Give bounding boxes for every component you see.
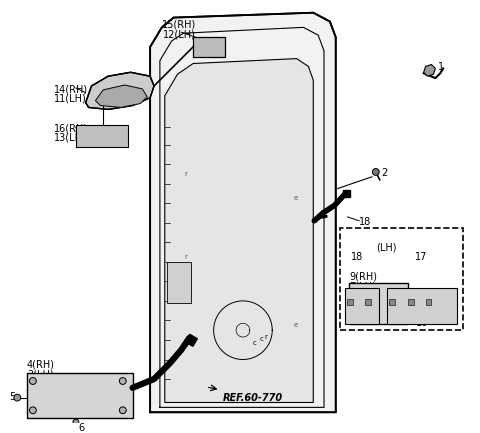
Polygon shape <box>424 65 435 76</box>
Text: c: c <box>252 340 257 346</box>
Bar <box>408 299 414 305</box>
Polygon shape <box>193 37 225 57</box>
Polygon shape <box>167 262 191 303</box>
Text: 8: 8 <box>416 290 422 300</box>
Circle shape <box>120 378 126 385</box>
Text: 10: 10 <box>416 318 428 329</box>
Text: 1: 1 <box>438 61 444 71</box>
Bar <box>426 299 432 305</box>
Text: 11(LH): 11(LH) <box>54 94 87 104</box>
Text: e: e <box>294 195 298 201</box>
Polygon shape <box>96 85 147 107</box>
Text: 16(RH): 16(RH) <box>54 123 88 133</box>
Text: r: r <box>264 334 267 340</box>
Text: r: r <box>184 171 187 177</box>
Circle shape <box>14 394 21 401</box>
Bar <box>343 191 350 197</box>
Text: 17: 17 <box>415 252 427 262</box>
Text: 4(RH): 4(RH) <box>27 359 55 369</box>
Circle shape <box>120 407 126 414</box>
Text: 13(LH): 13(LH) <box>54 133 87 143</box>
Bar <box>340 228 463 330</box>
Text: e: e <box>294 323 298 328</box>
Circle shape <box>415 312 421 317</box>
Bar <box>389 299 396 305</box>
Text: 15(RH): 15(RH) <box>162 19 196 29</box>
Text: REF.60-770: REF.60-770 <box>222 393 283 403</box>
Bar <box>185 334 197 346</box>
Text: 6: 6 <box>79 423 85 433</box>
Text: s: s <box>184 342 188 348</box>
Text: 9(RH): 9(RH) <box>349 271 377 281</box>
Polygon shape <box>386 288 457 324</box>
Bar <box>365 299 371 305</box>
Text: c: c <box>260 336 264 342</box>
Circle shape <box>29 378 36 385</box>
Polygon shape <box>349 283 408 324</box>
Polygon shape <box>27 373 132 418</box>
Polygon shape <box>165 58 313 403</box>
Circle shape <box>372 168 379 175</box>
Text: 14(RH): 14(RH) <box>54 84 88 94</box>
Text: 18: 18 <box>359 217 372 227</box>
Bar <box>348 299 353 305</box>
Polygon shape <box>150 13 336 412</box>
Text: 18: 18 <box>351 252 363 262</box>
Text: (LH): (LH) <box>376 242 397 252</box>
Polygon shape <box>76 125 128 146</box>
Polygon shape <box>345 288 379 324</box>
Text: 7(LH): 7(LH) <box>349 281 376 291</box>
Circle shape <box>29 407 36 414</box>
Circle shape <box>415 293 421 299</box>
Text: 3(LH): 3(LH) <box>27 369 54 379</box>
Text: 5: 5 <box>10 392 16 402</box>
Circle shape <box>73 419 79 425</box>
Text: r: r <box>184 254 187 260</box>
Text: 12(LH): 12(LH) <box>163 29 196 39</box>
Polygon shape <box>85 72 154 110</box>
Text: 2: 2 <box>382 168 388 178</box>
